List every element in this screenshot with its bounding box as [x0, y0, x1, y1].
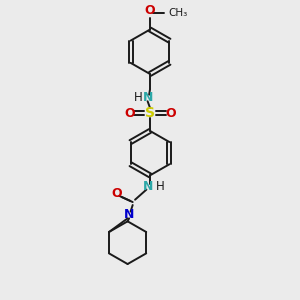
- Text: H: H: [156, 180, 165, 193]
- Text: S: S: [145, 106, 155, 120]
- Text: N: N: [143, 180, 154, 193]
- Text: O: O: [111, 187, 122, 200]
- Text: H: H: [134, 91, 143, 103]
- Text: O: O: [145, 4, 155, 17]
- Text: O: O: [165, 106, 175, 120]
- Text: N: N: [124, 208, 134, 221]
- Text: N: N: [142, 91, 153, 104]
- Text: CH₃: CH₃: [168, 8, 187, 18]
- Text: O: O: [124, 106, 135, 120]
